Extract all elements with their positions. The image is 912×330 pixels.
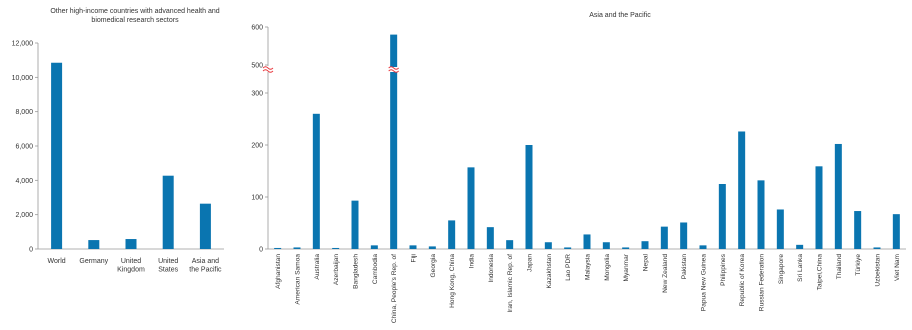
right-y-tick-label: 500 xyxy=(251,63,263,70)
right-x-tick-label: Malaysia xyxy=(585,254,592,280)
right-x-tick-label: Singapore xyxy=(778,254,785,284)
left-bar xyxy=(125,239,137,249)
right-x-tick-label: Iran, Islamic Rep. of xyxy=(507,254,514,313)
right-bar xyxy=(428,246,436,249)
right-bar xyxy=(409,245,417,249)
right-x-tick-label: Republic of Korea xyxy=(739,254,746,307)
right-x-tick-label: Azerbaijan xyxy=(333,254,340,285)
left-y-tick-label: 0 xyxy=(29,247,33,254)
left-bar xyxy=(88,240,100,249)
right-bar xyxy=(641,241,649,249)
right-x-tick-label: Hong Kong, China xyxy=(449,254,456,308)
right-bar xyxy=(583,234,591,249)
left-bar xyxy=(162,175,174,249)
right-bar xyxy=(293,247,301,249)
right-bar xyxy=(873,247,881,249)
left-x-tick-label: United States xyxy=(158,258,179,274)
right-bar xyxy=(738,131,746,249)
right-bar xyxy=(834,143,842,249)
right-x-tick-label: Russian Federation xyxy=(759,254,766,312)
right-bar xyxy=(718,184,726,249)
right-x-tick-label: Indonesia xyxy=(488,254,495,283)
right-x-tick-label: Georgia xyxy=(430,254,437,278)
left-y-tick-label: 4,000 xyxy=(15,178,33,185)
right-bar xyxy=(622,247,630,249)
right-x-tick-label: Philippines xyxy=(720,253,727,286)
right-bar xyxy=(564,247,572,249)
right-x-tick-label: Taipei,China xyxy=(817,254,824,291)
left-x-tick-label: United Kingdom xyxy=(117,258,145,274)
right-x-tick-label: Myanmar xyxy=(623,253,630,281)
right-x-tick-label: Japan xyxy=(527,254,534,272)
right-x-tick-label: Australia xyxy=(314,254,321,280)
right-bar xyxy=(525,145,533,249)
right-bar xyxy=(274,247,282,249)
right-bar xyxy=(351,200,359,249)
right-bar xyxy=(312,113,320,249)
right-x-tick-label: New Zealand xyxy=(662,254,669,293)
left-y-tick-label: 12,000 xyxy=(12,41,34,48)
right-x-tick-label: Türkiye xyxy=(855,254,862,276)
right-bar xyxy=(486,227,494,249)
right-bar xyxy=(776,209,784,249)
right-bar-break-marker xyxy=(388,66,399,73)
right-bar-break-gap xyxy=(389,67,399,72)
right-bar xyxy=(544,242,552,249)
right-x-tick-label: India xyxy=(469,254,476,269)
right-bar xyxy=(448,220,456,249)
left-y-tick-label: 10,000 xyxy=(12,75,34,82)
right-bar xyxy=(699,245,707,249)
right-y-tick-label: 600 xyxy=(251,25,263,32)
left-x-tick-label: Asia and the Pacific xyxy=(189,258,222,274)
right-chart-title: Asia and the Pacific xyxy=(589,12,651,19)
right-bar xyxy=(680,222,688,249)
right-x-tick-label: China, People's Rep. of xyxy=(391,254,398,323)
right-x-tick-label: Mongolia xyxy=(604,254,611,281)
right-x-tick-label: Fiji xyxy=(411,253,418,262)
right-bar xyxy=(332,247,340,249)
right-x-tick-label: American Samoa xyxy=(295,254,302,305)
right-x-tick-label: Sri Lanka xyxy=(797,254,804,282)
right-x-tick-label: Kazakhstan xyxy=(546,254,553,289)
left-chart-title: Other high-income countries with advance… xyxy=(50,8,220,24)
right-y-tick-label: 0 xyxy=(259,247,263,254)
right-bar xyxy=(815,166,823,249)
right-y-tick-label: 200 xyxy=(251,143,263,150)
right-x-tick-label: Viet Nam xyxy=(894,253,901,281)
right-y-axis-break xyxy=(262,66,274,73)
right-x-tick-label: Nepal xyxy=(643,253,650,271)
right-x-tick-label: Uzbekistan xyxy=(875,254,882,287)
right-bar xyxy=(602,242,610,249)
right-bar xyxy=(892,214,900,249)
right-x-tick-label: Bangladesh xyxy=(353,254,360,289)
right-bar xyxy=(390,34,398,249)
right-bar xyxy=(854,211,862,249)
right-y-tick-label: 100 xyxy=(251,195,263,202)
right-x-tick-label: Pakistan xyxy=(681,254,688,280)
left-y-tick-label: 6,000 xyxy=(15,144,33,151)
right-bar xyxy=(370,245,378,249)
left-y-tick-label: 2,000 xyxy=(15,212,33,219)
left-x-tick-label: Germany xyxy=(79,258,108,265)
left-bar xyxy=(51,62,63,249)
left-bar xyxy=(199,203,211,249)
right-x-tick-label: Thailand xyxy=(836,254,843,280)
right-bar xyxy=(796,244,804,249)
right-x-tick-label: Afghanistan xyxy=(275,254,282,289)
left-y-tick-label: 8,000 xyxy=(15,109,33,116)
right-bar xyxy=(757,180,765,249)
right-x-tick-label: Papua New Guinea xyxy=(701,254,708,312)
right-bar xyxy=(660,226,668,249)
right-bar xyxy=(506,240,514,249)
right-bar xyxy=(467,167,475,249)
right-x-tick-label: Lao PDR xyxy=(565,254,572,281)
right-x-tick-label: Cambodia xyxy=(372,254,379,284)
right-y-tick-label: 300 xyxy=(251,91,263,98)
left-x-tick-label: World xyxy=(48,258,66,265)
